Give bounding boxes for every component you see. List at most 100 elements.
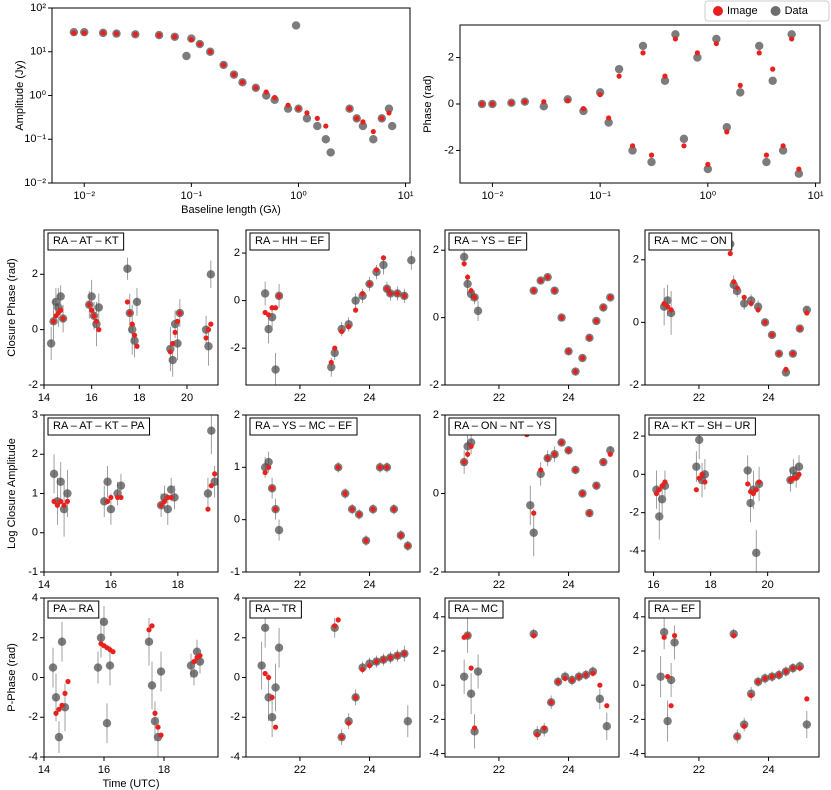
panel: 16 18 20 -4 -2 0 2 RA – KT – SH – UR xyxy=(629,414,820,591)
panel: 22 24 -1 0 1 2 RA – YS – MC – EF xyxy=(230,409,421,591)
panel-title-box xyxy=(648,232,733,251)
image-point xyxy=(699,471,705,477)
data-point xyxy=(755,41,764,51)
image-point xyxy=(656,487,662,493)
image-point xyxy=(465,274,471,280)
data-point xyxy=(736,88,745,97)
y-tick-label: 0 xyxy=(633,316,639,328)
y-tick-label: 10⁻² xyxy=(24,177,46,189)
x-tick-label: 18 xyxy=(172,579,184,591)
image-point xyxy=(51,498,57,504)
data-point xyxy=(103,477,112,486)
data-point xyxy=(291,21,301,30)
image-point xyxy=(124,299,131,305)
image-point xyxy=(161,498,168,504)
image-point xyxy=(548,699,554,705)
data-point xyxy=(671,30,680,39)
data-point xyxy=(459,252,469,262)
panel-title-box xyxy=(249,417,358,436)
panel: 22 24 -2 0 2 RA – HH – EF xyxy=(230,229,421,404)
image-point xyxy=(489,101,496,107)
image-point xyxy=(205,506,211,512)
image-point xyxy=(461,459,467,465)
image-point xyxy=(780,143,786,149)
data-point xyxy=(102,719,112,728)
y-tick-label: 0 xyxy=(234,295,240,307)
image-point xyxy=(789,36,795,42)
image-point xyxy=(572,467,579,473)
image-point xyxy=(269,694,275,700)
panel: 22 24 -2 0 2 RA – YS – EF xyxy=(429,229,620,404)
data-point xyxy=(173,339,182,348)
data-point xyxy=(403,717,413,726)
legend-swatch xyxy=(770,6,781,16)
image-point xyxy=(661,300,667,307)
x-tick-label: 10⁻² xyxy=(482,190,504,202)
y-tick-label: -2 xyxy=(629,379,639,391)
plot-area xyxy=(459,430,615,557)
data-point xyxy=(182,51,191,61)
image-point xyxy=(583,672,589,678)
data-point xyxy=(168,355,177,365)
plot-area xyxy=(659,234,812,377)
y-tick-label: 0 xyxy=(32,527,38,539)
image-point xyxy=(155,724,161,730)
data-point xyxy=(369,135,378,144)
image-point xyxy=(152,710,158,716)
y-axis-label: Amplitude (Jy) xyxy=(14,60,26,130)
image-point xyxy=(208,321,214,327)
image-point xyxy=(541,725,547,731)
data-point xyxy=(407,255,416,265)
image-point xyxy=(146,627,152,633)
image-point xyxy=(64,498,71,504)
image-point xyxy=(96,327,102,333)
y-tick-label: -4 xyxy=(429,747,439,759)
axes-frame xyxy=(644,414,820,573)
panel-title: RA – MC – ON xyxy=(654,235,727,247)
image-point xyxy=(104,498,111,504)
y-tick-label: 4 xyxy=(633,611,639,623)
image-point xyxy=(212,471,218,477)
data-point xyxy=(203,489,213,498)
data-point xyxy=(267,713,277,722)
panel: 22 24 -2 0 2 RA – MC – ON xyxy=(629,229,820,404)
image-point xyxy=(465,451,471,457)
panel: 14 16 18 20 -2 0 2 RA – AT – KT Closure Phase (r… xyxy=(6,229,219,404)
image-point xyxy=(565,348,572,354)
image-point xyxy=(696,475,702,481)
data-point xyxy=(51,693,61,702)
image-point xyxy=(349,506,355,512)
y-tick-label: 2 xyxy=(433,244,439,256)
x-axis-label: Time (UTC) xyxy=(102,778,159,790)
image-point xyxy=(586,510,593,516)
image-point xyxy=(538,467,544,473)
image-point xyxy=(346,106,353,112)
data-point xyxy=(787,30,796,39)
y-tick-label: -2 xyxy=(629,507,639,519)
panel: 22 24 -2 0 2 RA – ON – NT – YS xyxy=(429,409,620,591)
image-point xyxy=(600,304,606,311)
legend-swatch xyxy=(713,6,723,16)
y-tick-label: -2 xyxy=(28,711,38,723)
y-tick-label: 2 xyxy=(32,632,38,644)
y-axis-label: P-Phase (rad) xyxy=(6,643,18,711)
data-point xyxy=(144,637,154,646)
image-point xyxy=(65,678,71,685)
y-tick-label: 2 xyxy=(32,448,38,460)
panel-title-box xyxy=(448,600,504,619)
x-tick-label: 22 xyxy=(493,579,505,591)
legend-label: Image xyxy=(727,5,758,17)
image-point xyxy=(755,679,761,685)
x-tick-label: 18 xyxy=(133,392,145,404)
data-point xyxy=(105,661,115,670)
image-point xyxy=(62,690,68,697)
image-point xyxy=(597,682,603,688)
y-tick-label: 0 xyxy=(433,312,439,324)
image-point xyxy=(266,312,272,318)
data-point xyxy=(48,663,58,672)
y-tick-label: 10² xyxy=(30,2,46,14)
image-point xyxy=(373,267,380,273)
data-point xyxy=(778,146,788,155)
image-point xyxy=(370,506,376,512)
